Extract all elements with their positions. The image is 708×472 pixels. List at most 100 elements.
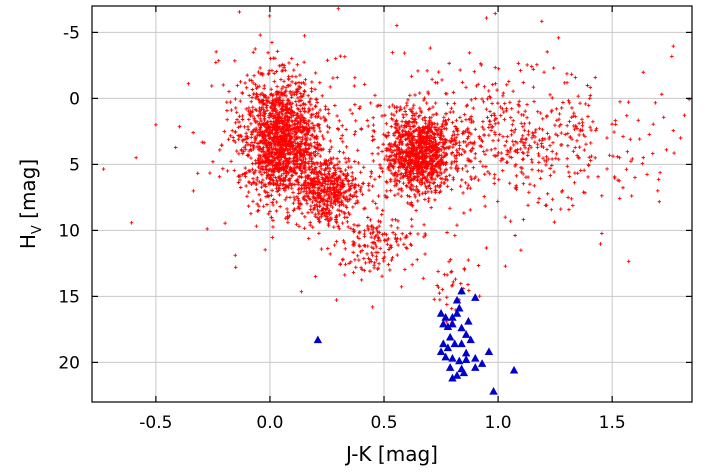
scatter-point <box>420 172 425 177</box>
scatter-point <box>334 220 339 225</box>
scatter-point <box>322 202 326 206</box>
scatter-point <box>404 119 408 124</box>
scatter-point <box>501 94 505 98</box>
scatter-point <box>337 118 342 123</box>
scatter-point <box>534 128 538 132</box>
scatter-point <box>432 297 437 302</box>
scatter-point <box>428 155 432 159</box>
scatter-point <box>320 134 325 138</box>
scatter-point <box>254 126 258 131</box>
scatter-point <box>657 199 662 204</box>
scatter-point <box>250 87 255 92</box>
scatter-point <box>345 215 349 220</box>
scatter-point <box>624 113 629 118</box>
scatter-point <box>525 115 529 120</box>
scatter-point <box>417 180 422 185</box>
scatter-point <box>518 139 523 144</box>
scatter-point <box>329 157 334 162</box>
scatter-point <box>295 87 299 91</box>
scatter-point <box>469 132 473 136</box>
scatter-point <box>423 164 428 168</box>
scatter-point <box>394 110 399 114</box>
scatter-point <box>426 178 430 182</box>
scatter-point <box>600 231 604 236</box>
scatter-point <box>252 92 256 96</box>
scatter-point <box>302 149 307 154</box>
scatter-point <box>513 233 517 238</box>
scatter-point <box>265 108 269 113</box>
scatter-point <box>365 252 369 256</box>
scatter-point <box>331 156 336 160</box>
scatter-point <box>317 126 322 130</box>
scatter-point <box>254 86 259 91</box>
scatter-point <box>446 146 451 151</box>
scatter-point <box>320 183 324 188</box>
scatter-point <box>438 137 443 142</box>
scatter-point <box>587 155 592 160</box>
scatter-point <box>452 101 457 106</box>
scatter-point <box>396 151 401 156</box>
scatter-point <box>275 89 279 94</box>
scatter-point <box>334 215 339 219</box>
scatter-point <box>299 98 303 103</box>
scatter-point <box>340 133 345 138</box>
scatter-point <box>450 133 455 138</box>
scatter-point <box>478 61 483 66</box>
scatter-point <box>396 165 401 170</box>
scatter-point <box>283 164 288 169</box>
scatter-point <box>472 176 477 181</box>
scatter-point <box>312 167 317 172</box>
scatter-point <box>350 111 355 116</box>
scatter-point <box>350 183 354 188</box>
scatter-point <box>482 84 487 89</box>
scatter-point <box>265 202 269 207</box>
scatter-point <box>392 141 397 146</box>
scatter-point <box>286 220 290 225</box>
scatter-point <box>351 240 355 244</box>
scatter-point <box>478 159 482 164</box>
scatter-point <box>395 226 400 230</box>
scatter-point <box>409 142 414 147</box>
scatter-point <box>268 135 273 139</box>
scatter-point <box>250 105 255 109</box>
scatter-point <box>313 104 318 108</box>
scatter-point <box>253 158 258 163</box>
scatter-point <box>247 78 252 82</box>
scatter-point <box>565 123 569 128</box>
scatter-point <box>246 142 250 147</box>
scatter-point <box>290 126 294 131</box>
scatter-point <box>491 138 495 143</box>
scatter-point <box>451 90 456 95</box>
scatter-point <box>453 142 458 146</box>
scatter-point <box>266 96 270 100</box>
scatter-point <box>550 157 554 161</box>
scatter-point <box>357 236 361 241</box>
scatter-point <box>288 142 293 146</box>
scatter-point <box>458 68 462 72</box>
scatter-point <box>266 212 271 216</box>
scatter-point <box>530 160 534 164</box>
triangle-point <box>313 335 323 344</box>
scatter-point <box>304 160 308 165</box>
scatter-point <box>280 93 285 97</box>
scatter-point <box>496 66 501 71</box>
scatter-point <box>407 194 412 199</box>
scatter-point <box>432 121 437 126</box>
scatter-point <box>352 185 357 190</box>
scatter-point <box>417 193 422 197</box>
scatter-point <box>216 58 221 63</box>
scatter-point <box>559 131 564 135</box>
scatter-point <box>514 185 519 190</box>
scatter-point <box>535 145 540 150</box>
scatter-point <box>633 175 637 180</box>
scatter-point <box>400 231 405 236</box>
scatter-point <box>406 176 410 181</box>
scatter-point <box>444 160 449 165</box>
scatter-point <box>481 100 486 104</box>
scatter-point <box>424 186 429 190</box>
scatter-point <box>543 137 547 141</box>
scatter-point <box>310 121 314 126</box>
scatter-point <box>530 131 535 135</box>
scatter-point <box>395 178 400 183</box>
